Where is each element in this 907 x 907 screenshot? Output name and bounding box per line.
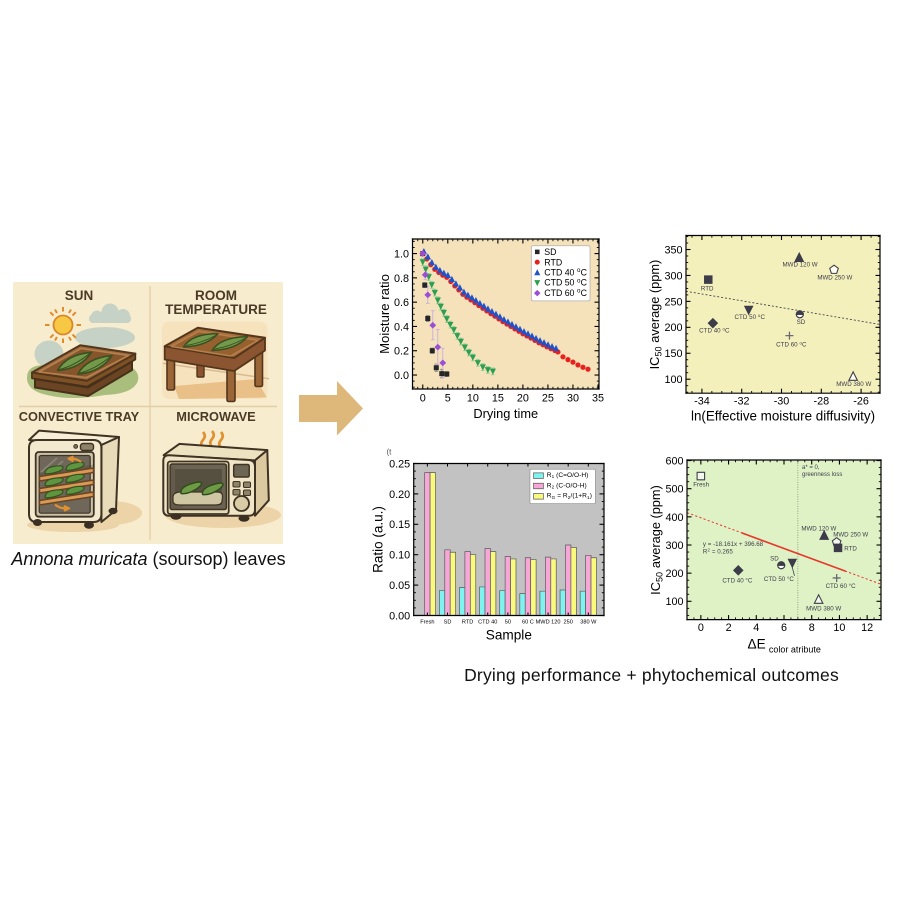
svg-text:-32: -32 (734, 396, 750, 408)
svg-text:a* = 0,: a* = 0, (802, 465, 820, 471)
svg-text:6: 6 (781, 622, 787, 634)
svg-text:SD: SD (797, 319, 806, 326)
svg-text:200: 200 (665, 568, 683, 580)
svg-text:C T D: C T D 6 0 C o (776, 334, 811, 351)
svg-text:0.2: 0.2 (394, 346, 409, 358)
svg-text:30: 30 (567, 392, 579, 404)
svg-text:0.0: 0.0 (394, 370, 409, 382)
svg-text:RTD: RTD (462, 620, 473, 626)
svg-text:Fresh: Fresh (693, 481, 709, 488)
svg-text:100: 100 (664, 374, 682, 386)
svg-text:R ( C: R ( C - O / O - H ) 2 (547, 474, 591, 491)
svg-text:-26: -26 (853, 396, 869, 408)
svg-text:50: 50 (505, 620, 511, 626)
svg-text:25: 25 (542, 392, 554, 404)
svg-text:MWD 250 W: MWD 250 W (833, 531, 868, 538)
svg-text:0.8: 0.8 (394, 273, 409, 285)
svg-text:0.10: 0.10 (389, 550, 410, 562)
svg-text:100: 100 (665, 596, 683, 608)
svg-text:600: 600 (665, 455, 683, 467)
svg-text:Ratio (a.u.): Ratio (a.u.) (372, 506, 385, 573)
svg-text:15: 15 (492, 392, 504, 404)
svg-text:10: 10 (467, 392, 479, 404)
svg-text:color atribute: color atribute (769, 645, 821, 655)
svg-text:MWD 120 W: MWD 120 W (783, 262, 818, 269)
svg-text:8: 8 (809, 622, 815, 634)
svg-text:10: 10 (833, 622, 845, 634)
svg-text:20: 20 (517, 392, 529, 404)
svg-text:5: 5 (445, 392, 451, 404)
svg-text:300: 300 (665, 540, 683, 552)
svg-text:y = -18.161x + 396.68: y = -18.161x + 396.68 (703, 541, 764, 548)
svg-text:500: 500 (665, 484, 683, 496)
svg-text:0.15: 0.15 (389, 519, 410, 531)
svg-text:0.00: 0.00 (389, 610, 410, 622)
svg-text:R ( C: R ( C = O / O - H ) 1 (547, 464, 593, 481)
svg-text:(t: (t (387, 447, 393, 456)
svg-text:0.6: 0.6 (394, 297, 409, 309)
svg-text:-34: -34 (694, 396, 710, 408)
svg-text:SD: SD (444, 620, 452, 626)
svg-text:0.25: 0.25 (389, 458, 410, 470)
svg-text:MWD 120: MWD 120 (536, 620, 561, 626)
svg-text:4: 4 (753, 622, 759, 634)
svg-text:400: 400 (665, 512, 683, 524)
svg-text:ROOM: ROOM (195, 288, 237, 303)
svg-text:CTD 40 °C: CTD 40 °C (722, 578, 753, 585)
svg-text:35: 35 (592, 392, 604, 404)
svg-text:MWD 120 W: MWD 120 W (801, 525, 836, 532)
svg-text:R =: R = 0 . 2 6 5 2 (703, 541, 737, 558)
svg-text:-28: -28 (813, 396, 829, 408)
svg-text:300: 300 (664, 270, 682, 282)
svg-text:C T D: C T D 6 0 C o (544, 283, 591, 300)
svg-text:C T D: C T D 4 0 C o (699, 320, 734, 337)
svg-text:MWD 250 W: MWD 250 W (817, 275, 852, 282)
svg-text:SUN: SUN (65, 288, 94, 303)
svg-text:1.0: 1.0 (394, 248, 409, 260)
svg-text:CTD 60 °C: CTD 60 °C (826, 583, 857, 590)
svg-text:MWD 380 W: MWD 380 W (806, 605, 841, 612)
svg-text:380 W: 380 W (580, 620, 597, 626)
svg-text:MICROWAVE: MICROWAVE (176, 409, 256, 424)
svg-text:0.05: 0.05 (389, 580, 410, 592)
svg-text:C T D: C T D 4 0 C o (544, 262, 591, 279)
svg-text:Sample: Sample (486, 628, 532, 643)
svg-text:-30: -30 (774, 396, 790, 408)
svg-text:250: 250 (564, 620, 573, 626)
svg-text:C T D: C T D 5 0 C o (544, 273, 591, 290)
svg-text:200: 200 (664, 322, 682, 334)
svg-text:0: 0 (698, 622, 704, 634)
svg-text:0.20: 0.20 (389, 489, 410, 501)
svg-text:RTD: RTD (544, 257, 562, 267)
svg-text:150: 150 (664, 348, 682, 360)
svg-text:12: 12 (861, 622, 873, 634)
svg-text:RTD: RTD (844, 546, 857, 553)
svg-text:CTD 50 °C: CTD 50 °C (764, 576, 795, 583)
svg-text:Drying time: Drying time (473, 406, 538, 421)
svg-text:60 C: 60 C (522, 620, 534, 626)
svg-text:C T D: C T D 5 0 C o (735, 306, 770, 323)
svg-text:TEMPERATURE: TEMPERATURE (165, 302, 267, 317)
svg-text:2: 2 (726, 622, 732, 634)
svg-text:RTD: RTD (701, 285, 714, 292)
svg-text:I C a: I C a v e r a g e ( p p m ) 5 0 (647, 481, 666, 595)
svg-text:I C a: I C a v e r a g e ( p p m ) 5 0 (646, 255, 665, 369)
svg-text:250: 250 (664, 296, 682, 308)
svg-text:CTD 40: CTD 40 (478, 620, 497, 626)
svg-text:Moisture ratio: Moisture ratio (377, 274, 392, 354)
svg-text:Fresh: Fresh (420, 620, 434, 626)
svg-text:ΔE: ΔE (748, 637, 766, 652)
svg-text:greenness loss: greenness loss (802, 472, 842, 478)
svg-text:0: 0 (420, 392, 426, 404)
svg-text:CONVECTIVE TRAY: CONVECTIVE TRAY (19, 409, 140, 424)
svg-text:MWD 380 W: MWD 380 W (836, 381, 871, 388)
svg-text:0.4: 0.4 (394, 321, 409, 333)
svg-text:SD: SD (770, 555, 779, 562)
svg-text:R =: R = R / ( 1 + R ) G 2 1 (547, 485, 597, 503)
svg-text:350: 350 (664, 244, 682, 256)
svg-text:SD: SD (544, 247, 556, 257)
svg-text:ln(Effective moisture diffusiv: ln(Effective moisture diffusivity) (691, 408, 875, 423)
